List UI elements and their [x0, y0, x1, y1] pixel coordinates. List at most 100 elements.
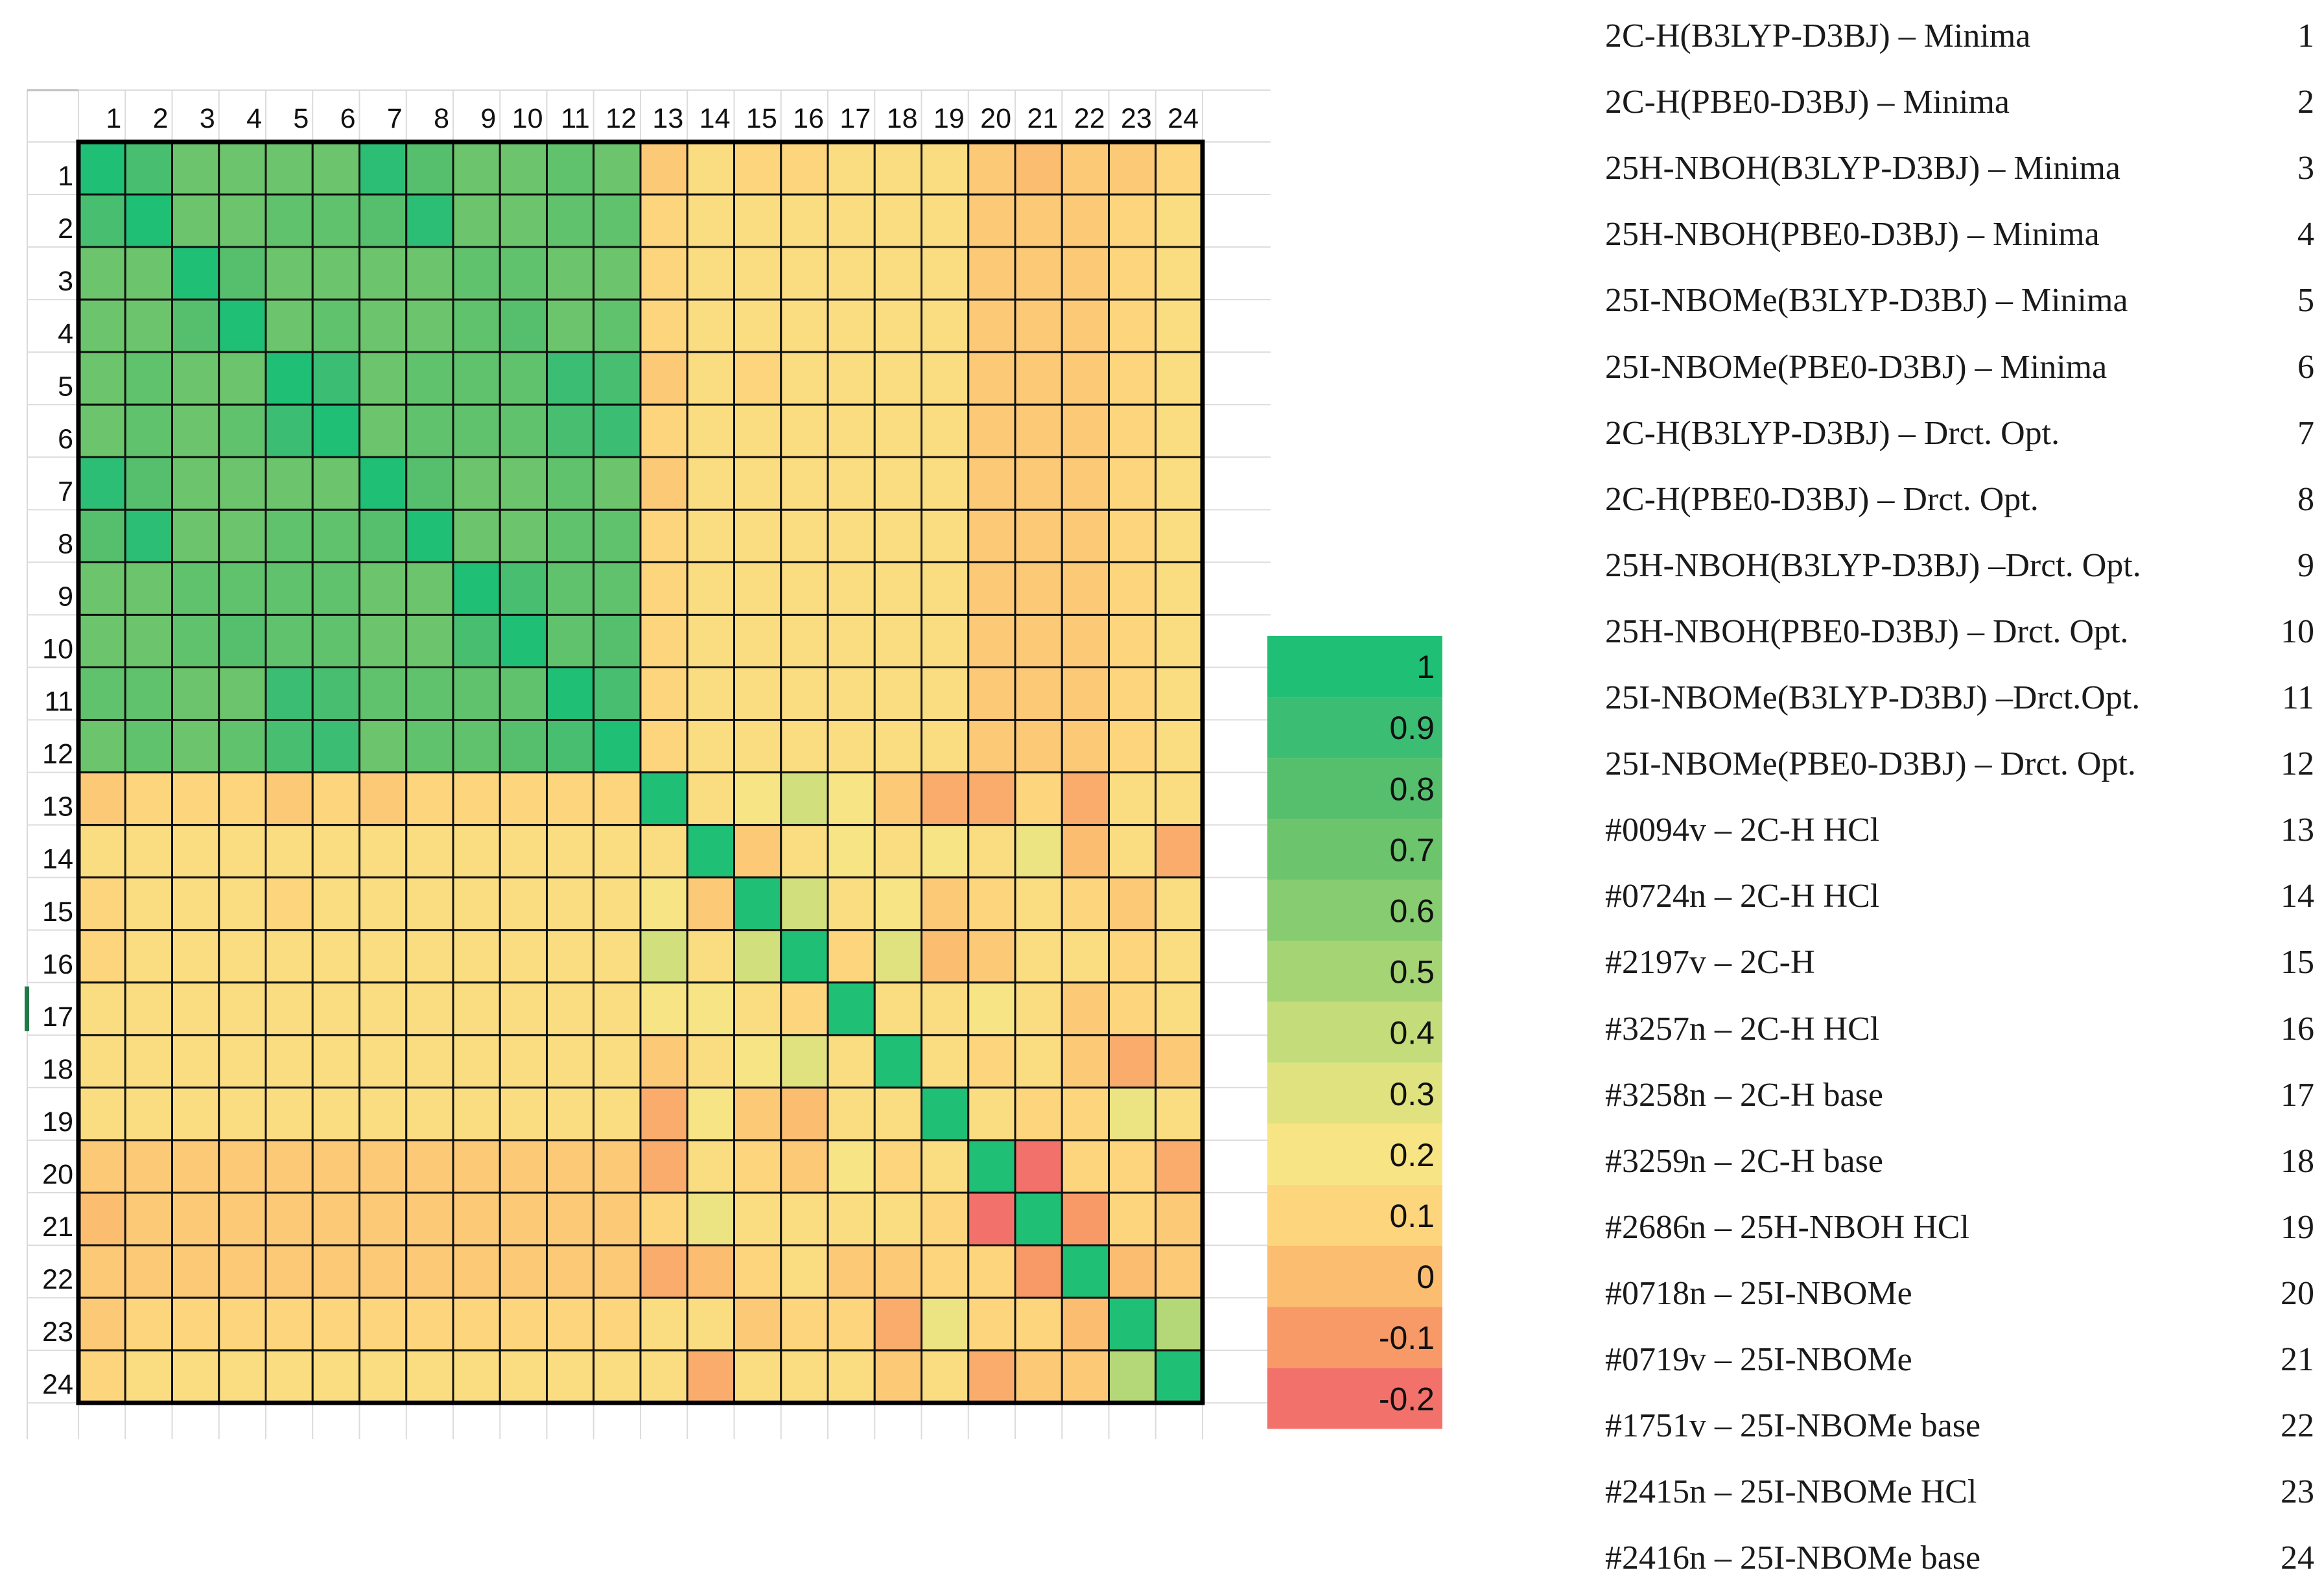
column-label: 2 [153, 103, 169, 134]
heatmap-cell [593, 141, 642, 196]
heatmap-cell [311, 981, 360, 1036]
heatmap-cell [967, 1349, 1016, 1404]
heatmap-cell [686, 351, 735, 406]
row-label: 17 [42, 1001, 73, 1033]
legend-label: 25I-NBOMe(B3LYP-D3BJ) – Minima [1605, 282, 2128, 320]
heatmap-cell [264, 1191, 314, 1247]
heatmap-cell [733, 1139, 782, 1194]
heatmap-cell [921, 719, 970, 774]
heatmap-cell [1155, 1244, 1204, 1299]
heatmap-cell [1155, 508, 1204, 563]
legend-row: #3258n – 2C-H base 17 [1582, 1064, 2314, 1129]
heatmap-cell [921, 508, 970, 563]
heatmap-cell [311, 351, 360, 406]
column-label: 24 [1168, 103, 1199, 134]
heatmap-cell [171, 193, 220, 248]
heatmap-cell [77, 1349, 126, 1404]
heatmap-cell [780, 1191, 829, 1247]
heatmap-cell [77, 403, 126, 458]
heatmap-cell [499, 193, 548, 248]
heatmap-cell [1061, 929, 1110, 984]
heatmap-cell [780, 508, 829, 563]
legend-row: 25H-NBOH(B3LYP-D3BJ) – Minima 3 [1582, 137, 2314, 202]
legend-number: 15 [2281, 944, 2314, 981]
column-label: 12 [605, 103, 637, 134]
heatmap-cell [827, 1086, 876, 1141]
heatmap-cell [827, 613, 876, 669]
legend-number: 4 [2297, 216, 2314, 253]
heatmap-cell [218, 1139, 267, 1194]
heatmap-cell [1155, 719, 1204, 774]
heatmap-cell [967, 508, 1016, 563]
heatmap-cell [311, 876, 360, 931]
scale-tick-label: 0.9 [1389, 710, 1435, 746]
heatmap-cell [1014, 1244, 1063, 1299]
heatmap-cell [77, 981, 126, 1036]
heatmap-cell [780, 246, 829, 301]
heatmap-cell [967, 1244, 1016, 1299]
heatmap-cell [593, 298, 642, 353]
legend-number: 3 [2297, 150, 2314, 187]
heatmap-cell [921, 1349, 970, 1404]
legend-label: #0724n – 2C-H HCl [1605, 878, 1880, 915]
heatmap-cell [780, 1034, 829, 1089]
heatmap-cell [639, 929, 688, 984]
heatmap-cell [733, 456, 782, 511]
heatmap-cell [1014, 771, 1063, 826]
heatmap-cell [77, 929, 126, 984]
heatmap-cell [733, 1034, 782, 1089]
heatmap-cell [546, 193, 595, 248]
heatmap-cell [593, 1191, 642, 1247]
column-label: 13 [652, 103, 683, 134]
legend-number: 18 [2281, 1142, 2314, 1180]
heatmap-cell [452, 771, 501, 826]
heatmap-cell [171, 613, 220, 669]
heatmap-cell [593, 719, 642, 774]
legend-number: 12 [2281, 745, 2314, 783]
heatmap-cell [1014, 666, 1063, 721]
heatmap-cell [218, 298, 267, 353]
heatmap-cell [1155, 1296, 1204, 1352]
heatmap-cell [546, 1349, 595, 1404]
heatmap-cell [1061, 666, 1110, 721]
heatmap-cell [311, 456, 360, 511]
heatmap-cell [77, 1139, 126, 1194]
row-label: 13 [42, 791, 73, 823]
heatmap-cell [639, 298, 688, 353]
legend-label: #2415n – 25I-NBOMe HCl [1605, 1473, 1977, 1511]
heatmap-cell [921, 403, 970, 458]
legend-label: #2416n – 25I-NBOMe base [1605, 1539, 1981, 1577]
row-label: 11 [44, 686, 73, 718]
heatmap-cell [452, 929, 501, 984]
heatmap-cell [873, 824, 922, 879]
heatmap-cell [733, 666, 782, 721]
heatmap-cell [967, 298, 1016, 353]
column-label: 20 [980, 103, 1011, 134]
heatmap-cell [873, 1244, 922, 1299]
heatmap-cell [780, 1139, 829, 1194]
heatmap-cell [967, 1034, 1016, 1089]
legend-label: 25I-NBOMe(PBE0-D3BJ) – Minima [1605, 348, 2107, 386]
heatmap-cell [77, 1086, 126, 1141]
heatmap-cell [218, 403, 267, 458]
heatmap-cell [1014, 246, 1063, 301]
heatmap-cell [593, 981, 642, 1036]
legend-number: 20 [2281, 1274, 2314, 1312]
legend-row: 25H-NBOH(PBE0-D3BJ) – Minima 4 [1582, 204, 2314, 268]
legend-label: 2C-H(PBE0-D3BJ) – Drct. Opt. [1605, 480, 2039, 518]
legend-row: 2C-H(PBE0-D3BJ) – Drct. Opt. 8 [1582, 469, 2314, 533]
heatmap-cell [124, 193, 173, 248]
heatmap-cell [1061, 1296, 1110, 1352]
heatmap-cell [358, 403, 408, 458]
legend-label: #3259n – 2C-H base [1605, 1142, 1883, 1180]
heatmap-cell [827, 1139, 876, 1194]
scale-swatch [1267, 819, 1442, 880]
heatmap-cell [686, 1349, 735, 1404]
heatmap-cell [77, 876, 126, 931]
heatmap-cell [733, 929, 782, 984]
heatmap-cell [686, 508, 735, 563]
heatmap-cell [733, 141, 782, 196]
heatmap-cell [593, 613, 642, 669]
heatmap-cell [77, 193, 126, 248]
heatmap-cell [218, 1034, 267, 1089]
